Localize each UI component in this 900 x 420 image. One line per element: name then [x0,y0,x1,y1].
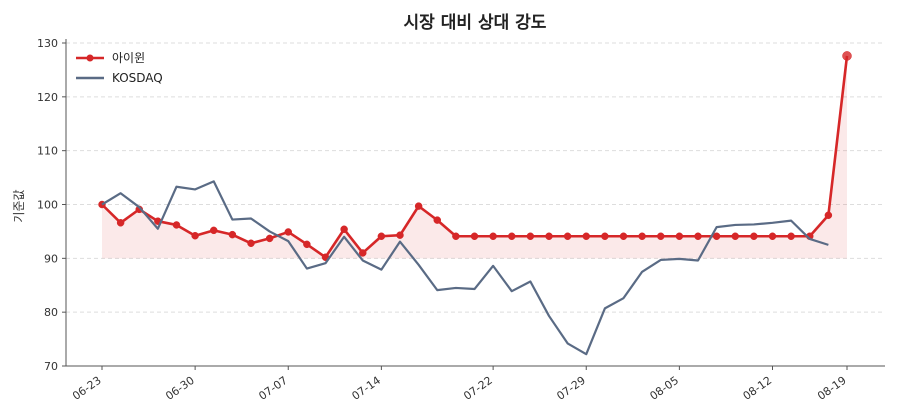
data-point [191,231,199,240]
x-tick-label: 06-30 [163,374,197,403]
data-point [787,232,795,241]
data-point [470,232,479,241]
data-point [824,211,833,220]
legend-marker [86,54,94,62]
series-layer [98,51,852,356]
data-point [731,232,739,241]
grid-layer [66,42,885,367]
y-tick-label: 110 [37,145,58,158]
data-point [172,221,181,229]
data-point [452,232,460,241]
data-point [768,232,777,241]
data-point [657,232,665,241]
data-point [619,232,628,241]
y-tick-label: 100 [37,199,58,212]
legend-label: 아이윈 [112,51,145,65]
data-point [228,230,237,239]
x-tick-label: 07-29 [554,374,588,403]
y-tick-label: 130 [37,37,58,50]
data-point [712,232,721,241]
data-point [750,232,758,241]
data-point [433,216,441,224]
data-point [265,234,274,243]
data-point [116,219,125,227]
x-tick-label: 08-12 [741,374,775,403]
data-point [210,226,218,235]
data-point [247,239,255,248]
data-point [582,232,590,241]
data-point [526,232,535,241]
x-tick-label: 08-19 [815,374,849,403]
data-point [508,232,516,241]
y-tick-label: 90 [44,252,58,265]
data-point [694,232,702,241]
x-tick-label: 07-22 [461,374,495,403]
x-tick-label: 07-14 [349,374,383,403]
data-point [340,225,348,234]
x-tick-label: 08-05 [647,374,681,403]
chart-title: 시장 대비 상대 강도 [404,13,547,33]
data-point [638,232,646,241]
legend: 아이윈 KOSDAQ [76,51,163,85]
data-point [675,232,684,241]
y-tick-label: 120 [37,91,58,104]
y-tick-label: 70 [44,360,58,373]
data-point [545,232,553,241]
data-point [414,202,423,210]
data-point [396,231,404,239]
y-axis-label: 기준값 [12,189,26,222]
axis-layer: 70 80 90 100 110 120 130 06-23 06-30 07-07 07-14 07… [37,37,885,403]
x-tick-label: 06-23 [70,374,104,403]
x-tick-label: 07-07 [256,374,290,403]
data-point [489,232,497,241]
data-point [284,228,292,236]
y-tick-label: 80 [44,306,58,319]
data-point [842,51,852,61]
data-point [601,232,609,241]
series-line [101,180,829,356]
data-point [303,240,311,249]
data-point [377,232,386,241]
legend-label: KOSDAQ [112,71,163,85]
data-point [563,232,572,241]
data-point [359,249,367,257]
